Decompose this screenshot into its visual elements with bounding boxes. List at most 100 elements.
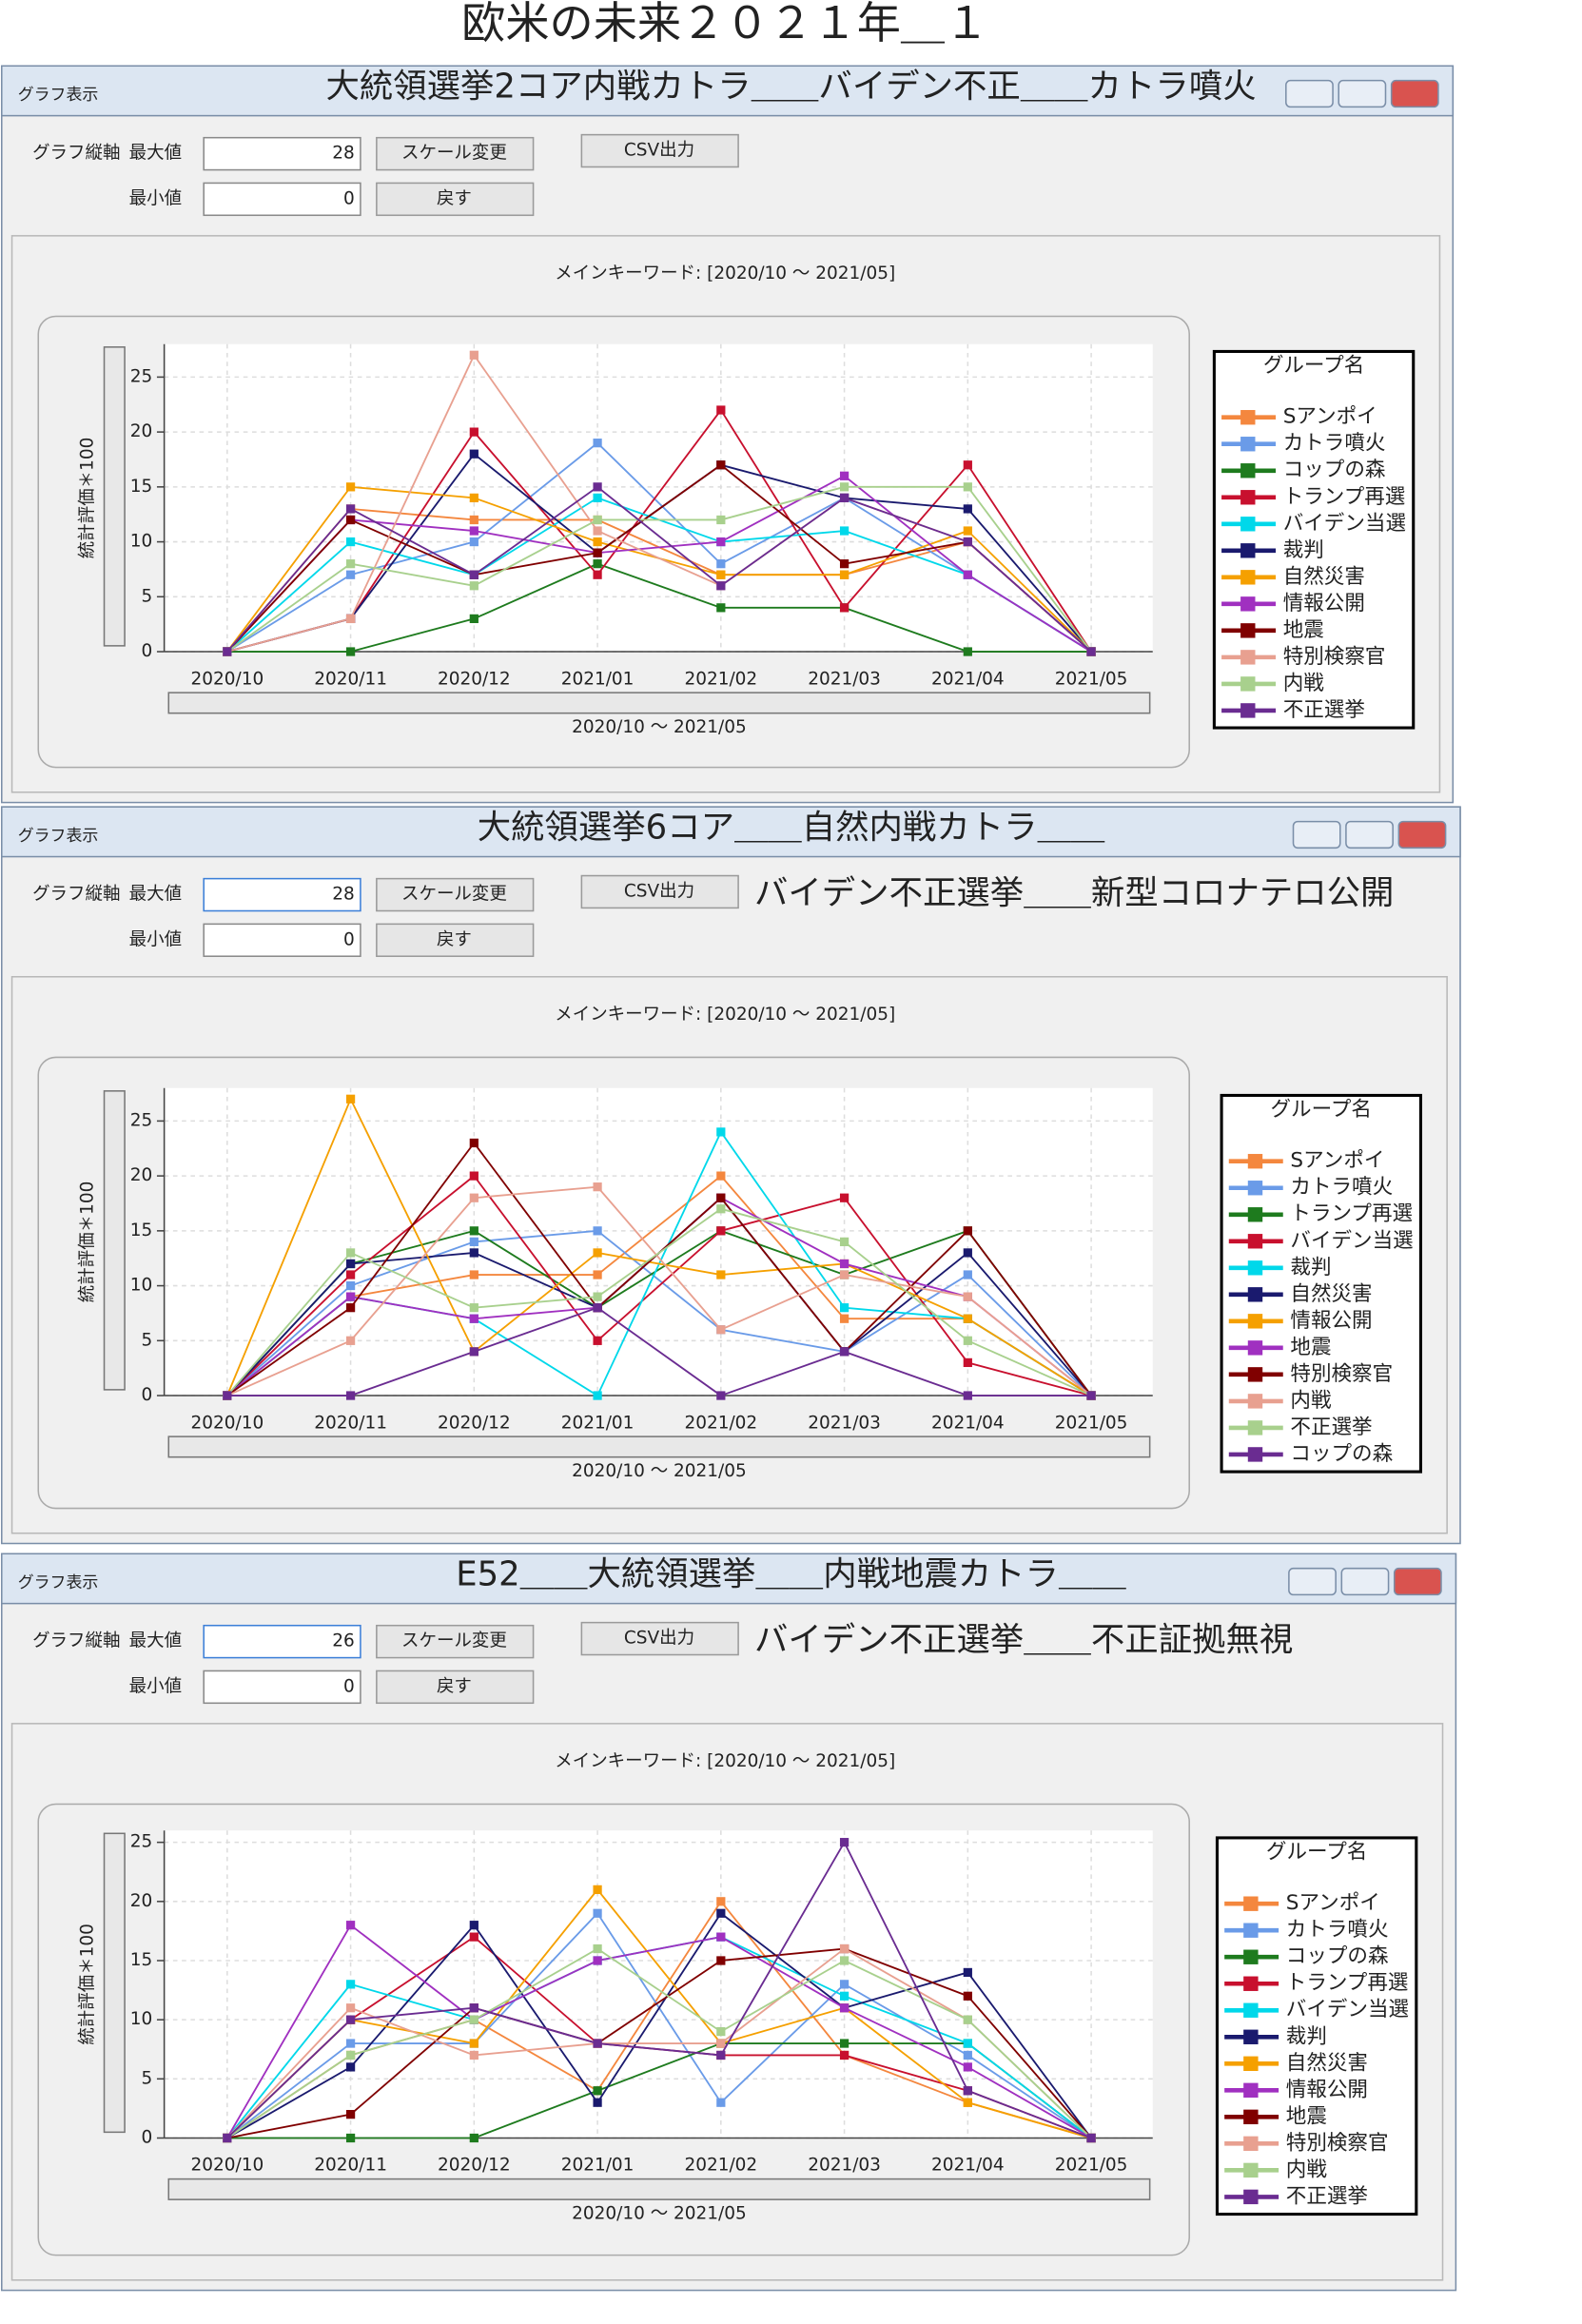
point [839, 1314, 850, 1323]
x-tick-label: 2020/10 [190, 1413, 264, 1433]
y-tick-label: 25 [130, 1832, 153, 1852]
point [469, 1248, 479, 1258]
back-button[interactable] [376, 923, 535, 957]
close-button[interactable] [1390, 79, 1439, 108]
point [345, 559, 356, 569]
v-scrollbar[interactable] [103, 346, 126, 647]
h-scrollbar[interactable] [167, 1435, 1151, 1458]
max-input[interactable] [203, 1624, 361, 1659]
point [345, 1336, 356, 1345]
v-scrollbar[interactable] [103, 1832, 126, 2134]
point [716, 570, 726, 579]
y-axis-label: 統計評価＊100 [78, 438, 98, 559]
point [593, 493, 602, 503]
point [839, 1259, 850, 1269]
window-caption: 大統領選挙2コア内戦カトラ＿＿バイデン不正＿＿カトラ噴火 [325, 67, 1256, 106]
point [593, 537, 602, 547]
x-tick-label: 2021/02 [684, 2156, 757, 2176]
v-scrollbar[interactable] [103, 1090, 126, 1391]
csv-button[interactable] [580, 1621, 739, 1656]
maximize-button[interactable] [1340, 1567, 1390, 1596]
scale-button-label: スケール変更 [401, 1631, 507, 1651]
point [469, 449, 479, 459]
legend-marker [1240, 596, 1256, 612]
y-tick-label: 20 [130, 1891, 153, 1911]
back-button[interactable] [376, 182, 535, 217]
csv-button[interactable] [580, 874, 739, 909]
point [963, 504, 972, 514]
chart-title: メインキーワード: [2020/10 〜 2021/05] [555, 264, 895, 283]
window-caption-2: バイデン不正選挙＿＿新型コロナテロ公開 [754, 874, 1394, 913]
minimize-button[interactable] [1288, 1567, 1337, 1596]
legend-label: 内戦 [1283, 672, 1325, 695]
point [839, 493, 850, 503]
legend-label: 情報公開 [1290, 1309, 1372, 1333]
legend-title: グループ名 [1263, 354, 1364, 378]
legend-label: カトラ噴火 [1290, 1176, 1393, 1200]
point [963, 482, 972, 492]
point [963, 2039, 972, 2048]
min-input[interactable] [203, 923, 361, 957]
point [345, 2133, 356, 2143]
min-input[interactable] [203, 1670, 361, 1705]
min-value: 0 [343, 929, 355, 949]
point [593, 1182, 602, 1192]
min-input[interactable] [203, 182, 361, 217]
close-button[interactable] [1393, 1567, 1442, 1596]
legend-label: トランプ再選 [1286, 1971, 1409, 1995]
legend-title: グループ名 [1271, 1098, 1372, 1122]
x-tick-label: 2020/11 [314, 2156, 387, 2176]
series-line [226, 1174, 1092, 1396]
scale-button[interactable] [376, 1624, 535, 1659]
point [593, 1943, 602, 1954]
point [963, 460, 972, 470]
h-scrollbar[interactable] [167, 2178, 1151, 2200]
scale-button[interactable] [376, 136, 535, 171]
legend-label: バイデン当選 [1290, 1229, 1413, 1253]
legend-label: トランプ再選 [1290, 1202, 1413, 1226]
scale-button[interactable] [376, 877, 535, 912]
point [469, 515, 479, 525]
point [469, 350, 479, 360]
max-input[interactable] [203, 877, 361, 912]
point [963, 2062, 972, 2072]
window-caption: 大統領選挙6コア＿＿自然内戦カトラ＿＿ [478, 808, 1105, 847]
point [469, 1138, 479, 1148]
point [469, 614, 479, 624]
point [593, 1270, 602, 1279]
point [345, 1292, 356, 1301]
csv-button[interactable] [580, 133, 739, 168]
axis-label: グラフ縦軸 [32, 885, 120, 905]
point [716, 603, 726, 613]
legend-label: 地震 [1286, 2104, 1327, 2128]
y-tick-label: 0 [142, 2127, 153, 2147]
legend-label: 内戦 [1286, 2158, 1328, 2181]
h-scrollbar[interactable] [167, 692, 1151, 714]
point [345, 2039, 356, 2048]
point [839, 526, 850, 536]
point [345, 2110, 356, 2119]
minimize-button[interactable] [1285, 79, 1334, 108]
series-line [226, 485, 1092, 653]
back-button[interactable] [376, 1670, 535, 1705]
point [223, 2133, 232, 2143]
y-tick-label: 0 [142, 1385, 153, 1405]
point [593, 2039, 602, 2048]
legend-marker [1247, 1154, 1263, 1169]
minimize-button[interactable] [1292, 820, 1341, 850]
min-label: 最小値 [129, 929, 182, 949]
legend-marker [1247, 1260, 1263, 1276]
maximize-button[interactable] [1338, 79, 1387, 108]
maximize-button[interactable] [1345, 820, 1394, 850]
title-bar [1, 65, 1455, 117]
point [963, 1991, 972, 2001]
close-button[interactable] [1397, 820, 1447, 850]
min-label: 最小値 [129, 1676, 182, 1696]
legend-box [1220, 1093, 1422, 1474]
max-value: 26 [332, 1631, 355, 1651]
point [839, 1980, 850, 1989]
series-line [226, 408, 1092, 653]
legend-title: グループ名 [1266, 1840, 1367, 1864]
max-input[interactable] [203, 136, 361, 171]
x-axis-label: 2020/10 〜 2021/05 [572, 717, 747, 737]
